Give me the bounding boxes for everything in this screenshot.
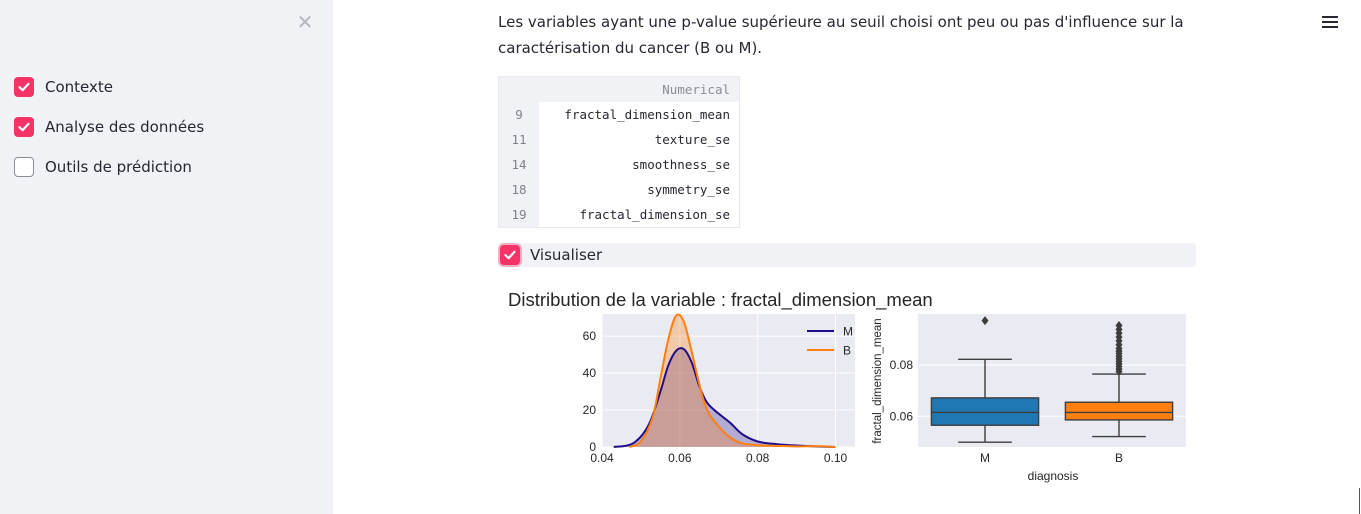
kde-xtick-label: 0.04 [590,451,614,465]
sidebar-item-contexte[interactable]: Contexte [14,76,113,98]
hamburger-menu-icon[interactable] [1322,16,1338,30]
kde-area-M [613,348,836,447]
sidebar: ✕ Contexte Analyse des données Outils de… [0,0,333,514]
kde-legend: MB [807,325,853,358]
kde-ytick-label: 60 [583,329,597,343]
legend-label-B: B [843,344,851,358]
legend-label-M: M [843,325,853,339]
table-row: 11 texture_se [499,127,739,152]
sidebar-item-label: Analyse des données [45,118,205,136]
row-index: 9 [499,102,539,127]
cell-value: texture_se [654,132,730,147]
close-icon[interactable]: ✕ [296,10,314,34]
kde-xtick-label: 0.08 [746,451,770,465]
figure-title: Distribution de la variable : fractal_di… [508,289,933,311]
box-plot: 0.06 0.08 M B diagnosis fractal_dimension_m… [872,314,1186,483]
box-plot-ylabel: fractal_dimension_mean [872,318,884,443]
dataframe-table[interactable]: Numerical 9 fractal_dimension_mean 11 te… [498,76,740,228]
sidebar-item-label: Contexte [45,78,113,96]
scrollbar-edge [1359,488,1360,514]
box-plot-background [918,314,1186,447]
row-index: 14 [499,152,539,177]
kde-plot: 0.04 0.06 0.08 0.10 0 20 40 60 MB [583,313,855,465]
sidebar-item-outils[interactable]: Outils de prédiction [14,156,192,178]
checkbox-checked-icon[interactable] [500,245,520,265]
checkbox-unchecked-icon[interactable] [14,157,34,177]
box-ytick-label: 0.06 [890,409,914,423]
box-outlier-B [1115,321,1123,331]
box-ytick-label: 0.08 [890,358,914,372]
table-row: 14 smoothness_se [499,152,739,177]
visualiser-checkbox[interactable]: Visualiser [498,243,1196,267]
sidebar-item-analyse[interactable]: Analyse des données [14,116,204,138]
kde-line-B [628,313,836,448]
intro-text: Les variables ayant une p-value supérieu… [498,13,1184,57]
index-header [499,77,539,102]
table-row: 19 fractal_dimension_se [499,202,739,227]
box-xtick-label: M [980,451,990,465]
sidebar-item-label: Outils de prédiction [45,158,192,176]
column-header: Numerical [539,77,739,102]
table-row: 18 symmetry_se [499,177,739,202]
cell-value: fractal_dimension_mean [564,107,730,122]
cell-value: fractal_dimension_se [579,207,730,222]
distribution-figure: Distribution de la variable : fractal_di… [508,289,1186,483]
kde-xtick-label: 0.10 [824,451,848,465]
checkbox-checked-icon[interactable] [14,117,34,137]
box-body-B [1064,401,1174,421]
kde-ytick-label: 20 [583,403,597,417]
visualiser-label: Visualiser [530,246,603,264]
row-index: 18 [499,177,539,202]
box-body-M [930,397,1040,426]
kde-ytick-label: 0 [589,440,596,454]
checkbox-checked-icon[interactable] [14,77,34,97]
cell-value: smoothness_se [632,157,730,172]
box-xtick-label: B [1115,451,1123,465]
box-outlier-M [981,316,989,326]
row-index: 19 [499,202,539,227]
table-header-row: Numerical [499,77,739,102]
cell-value: symmetry_se [647,182,730,197]
row-index: 11 [499,127,539,152]
kde-ytick-label: 40 [583,366,597,380]
table-row: 9 fractal_dimension_mean [499,102,739,127]
box-plot-xlabel: diagnosis [1028,469,1079,483]
kde-xtick-label: 0.06 [668,451,692,465]
